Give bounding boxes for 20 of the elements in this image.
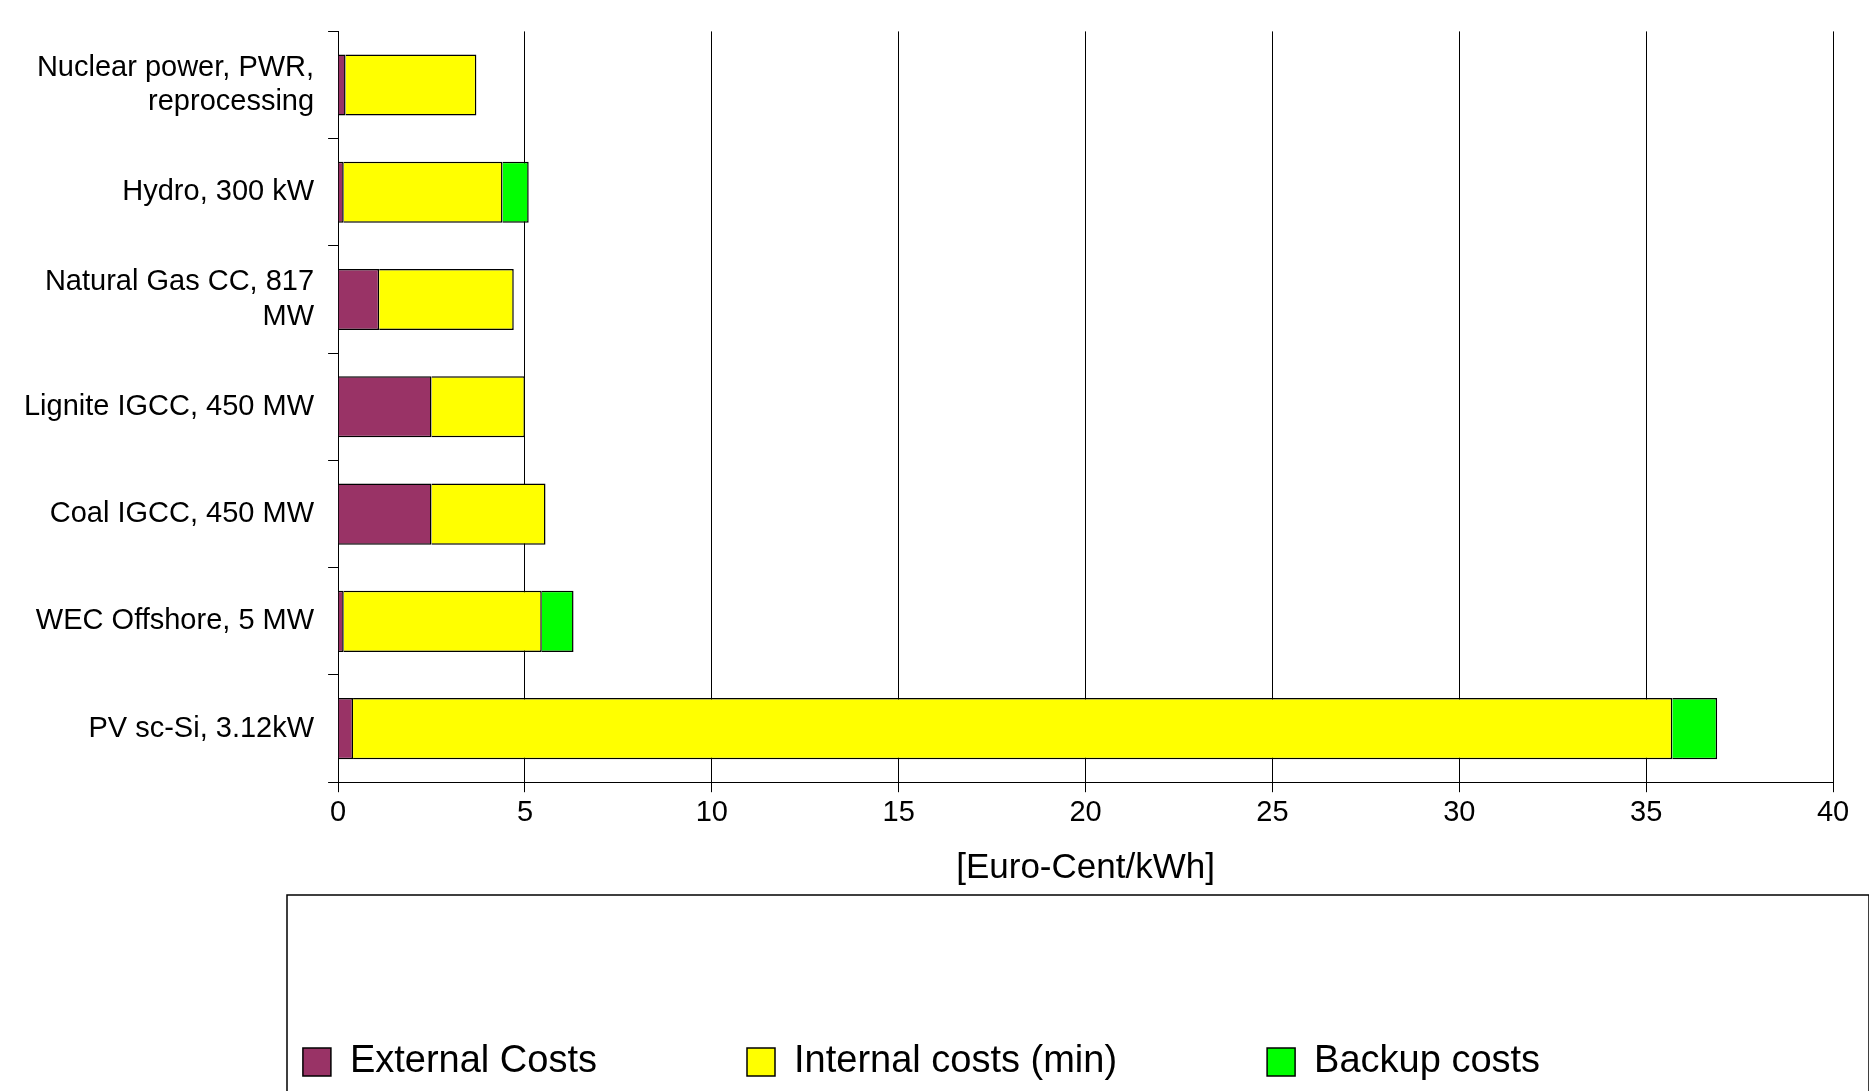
y-tick-label: WEC Offshore, 5 MW (35, 603, 315, 636)
x-tick-label: 25 (1256, 794, 1289, 827)
y-tick-label: Coal IGCC, 450 MW (49, 496, 315, 529)
legend-label: Internal costs (min) (794, 1038, 1118, 1081)
x-tick-label: 40 (1816, 794, 1850, 827)
x-tick-label: 10 (695, 794, 728, 827)
x-tick-label: 5 (516, 794, 534, 827)
x-axis-title: [Euro-Cent/kWh] (956, 845, 1215, 885)
y-tick-label: PV sc-Si, 3.12kW (88, 710, 315, 743)
legend-label: Backup costs (1314, 1038, 1541, 1081)
y-tick-label: Lignite IGCC, 450 MW (23, 388, 315, 421)
x-tick-label: 35 (1630, 794, 1663, 827)
y-tick-label: Natural Gas CC, 817 MW (44, 264, 315, 331)
y-tick-label: Hydro, 300 kW (122, 174, 315, 207)
legend-label: External Costs (349, 1038, 597, 1081)
x-tick-label: 30 (1443, 794, 1476, 827)
x-tick-label: 0 (330, 794, 347, 827)
x-tick-label: 15 (882, 794, 915, 827)
x-tick-label: 20 (1069, 794, 1102, 827)
y-tick-label: Nuclear power, PWR, reprocessing (36, 49, 315, 117)
